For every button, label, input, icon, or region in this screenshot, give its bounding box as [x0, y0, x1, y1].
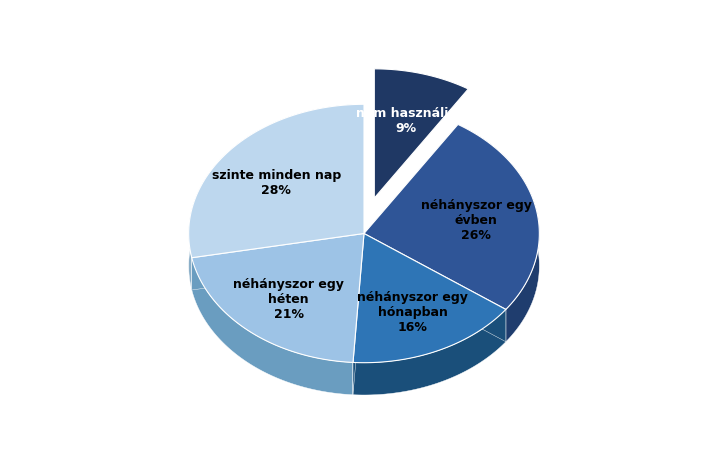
Polygon shape	[353, 310, 506, 395]
Polygon shape	[353, 234, 364, 395]
Polygon shape	[364, 234, 506, 342]
Polygon shape	[189, 104, 364, 258]
Polygon shape	[353, 234, 364, 395]
Polygon shape	[191, 234, 364, 290]
Text: néhányszor egy
héten
21%: néhányszor egy héten 21%	[233, 278, 344, 321]
Text: néhányszor egy
évben
26%: néhányszor egy évben 26%	[421, 199, 531, 242]
Text: néhányszor egy
hónapban
16%: néhányszor egy hónapban 16%	[357, 291, 468, 334]
Polygon shape	[191, 258, 353, 395]
Polygon shape	[191, 234, 364, 290]
Polygon shape	[364, 124, 539, 310]
Polygon shape	[458, 124, 539, 342]
Polygon shape	[189, 104, 364, 290]
Polygon shape	[364, 234, 506, 342]
Polygon shape	[353, 234, 506, 363]
Polygon shape	[374, 69, 468, 198]
Polygon shape	[191, 234, 364, 362]
Text: szinte minden nap
28%: szinte minden nap 28%	[212, 169, 341, 197]
Text: nem használja
9%: nem használja 9%	[356, 106, 456, 134]
